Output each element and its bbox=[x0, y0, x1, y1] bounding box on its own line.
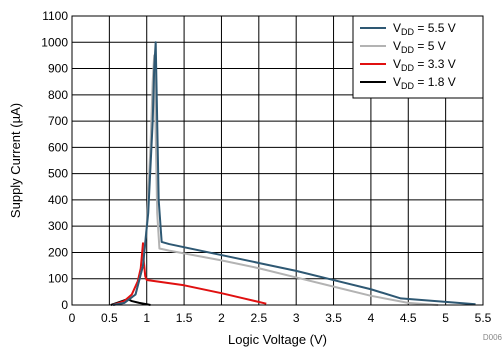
x-tick-label: 3 bbox=[293, 311, 300, 325]
x-tick-label: 1.5 bbox=[176, 311, 193, 325]
y-tick-label: 600 bbox=[48, 140, 68, 154]
y-tick-label: 500 bbox=[48, 167, 68, 181]
y-tick-label: 1000 bbox=[41, 35, 68, 49]
x-tick-label: 2 bbox=[218, 311, 225, 325]
x-tick-label: 0.5 bbox=[101, 311, 118, 325]
y-tick-label: 300 bbox=[48, 219, 68, 233]
y-tick-label: 1100 bbox=[42, 9, 68, 23]
legend-entry: VDD = 5 V bbox=[393, 39, 446, 55]
x-tick-label: 4 bbox=[368, 311, 375, 325]
x-axis-label: Logic Voltage (V) bbox=[228, 332, 327, 347]
y-tick-label: 400 bbox=[48, 193, 68, 207]
x-tick-label: 0 bbox=[69, 311, 76, 325]
y-tick-label: 0 bbox=[61, 298, 68, 312]
x-tick-label: 3.5 bbox=[325, 311, 342, 325]
x-tick-label: 5 bbox=[442, 311, 449, 325]
y-tick-label: 100 bbox=[48, 272, 68, 286]
x-tick-label: 2.5 bbox=[250, 311, 267, 325]
y-tick-label: 800 bbox=[48, 88, 68, 102]
y-tick-label: 900 bbox=[48, 62, 68, 76]
x-tick-label: 4.5 bbox=[400, 311, 417, 325]
y-axis-label: Supply Current (µA) bbox=[8, 103, 23, 218]
x-tick-label: 5.5 bbox=[475, 311, 492, 325]
y-tick-label: 200 bbox=[48, 245, 68, 259]
figure-code: D006 bbox=[483, 333, 503, 342]
y-tick-label: 700 bbox=[48, 114, 68, 128]
x-tick-label: 1 bbox=[143, 311, 150, 325]
